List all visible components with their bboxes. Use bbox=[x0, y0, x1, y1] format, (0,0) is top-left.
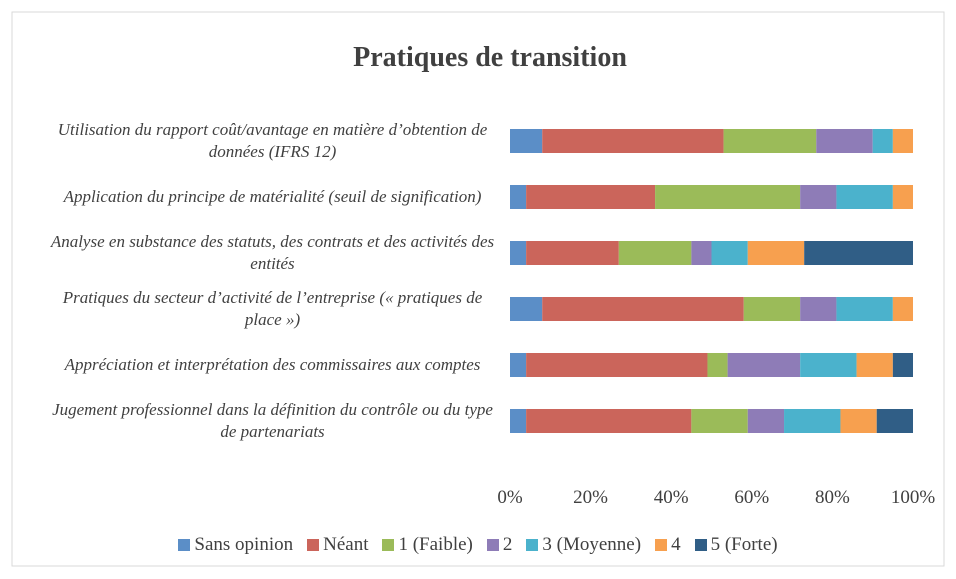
chart-title: Pratiques de transition bbox=[353, 42, 627, 73]
bar-segment bbox=[510, 353, 527, 377]
bar-segment bbox=[747, 409, 785, 433]
legend-item: 5 (Forte) bbox=[694, 534, 778, 556]
legend-swatch bbox=[526, 539, 539, 551]
bar-segment bbox=[510, 297, 543, 321]
y-tick-label: Application du principe de matérialité (… bbox=[63, 187, 482, 206]
bar-segment bbox=[872, 129, 893, 153]
bar-segment bbox=[510, 185, 527, 209]
bar-segment bbox=[510, 129, 543, 153]
bar-segment bbox=[800, 297, 837, 321]
bar-segment bbox=[836, 297, 893, 321]
bar-segment bbox=[707, 353, 728, 377]
legend-label: 3 (Moyenne) bbox=[542, 534, 642, 555]
chart-border bbox=[11, 11, 945, 567]
bar-segment bbox=[526, 185, 656, 209]
bar-segment bbox=[542, 297, 744, 321]
x-tick-label: 20% bbox=[573, 487, 609, 508]
x-tick-label: 80% bbox=[814, 487, 850, 508]
legend-swatch bbox=[307, 539, 320, 551]
legend-item: 4 bbox=[655, 534, 681, 556]
legend-swatch bbox=[655, 539, 668, 551]
bar-segment bbox=[691, 241, 712, 265]
y-tick-label: Appréciation et interprétation des commi… bbox=[64, 355, 481, 374]
bar-segment bbox=[618, 241, 692, 265]
bar-segment bbox=[892, 297, 913, 321]
y-tick-label: Utilisation du rapport coût/avantage en … bbox=[57, 120, 488, 161]
y-tick-label: Analyse en substance des statuts, des co… bbox=[50, 232, 495, 273]
y-tick-label: Jugement professionnel dans la définitio… bbox=[52, 400, 493, 441]
bar-segment bbox=[892, 185, 913, 209]
legend-label: Néant bbox=[323, 534, 369, 555]
legend-item: 3 (Moyenne) bbox=[526, 534, 641, 556]
legend-label: 1 (Faible) bbox=[398, 534, 473, 555]
legend: Sans opinion Néant 1 (Faible) 2 3 (Moyenne) 4… bbox=[0, 534, 956, 556]
legend-item: Sans opinion bbox=[178, 534, 293, 556]
bar-segment bbox=[542, 129, 724, 153]
legend-swatch bbox=[486, 539, 499, 551]
legend-swatch bbox=[382, 539, 395, 551]
bar-segment bbox=[816, 129, 873, 153]
legend-label: 2 bbox=[502, 534, 513, 555]
x-tick-label: 0% bbox=[497, 487, 523, 508]
bar-segment bbox=[892, 353, 913, 377]
bar-segment bbox=[800, 185, 837, 209]
legend-item: 1 (Faible) bbox=[382, 534, 473, 556]
bar-segment bbox=[840, 409, 877, 433]
bar-segment bbox=[747, 241, 805, 265]
bar-segment bbox=[723, 129, 817, 153]
x-tick-label: 40% bbox=[653, 487, 689, 508]
legend-label: Sans opinion bbox=[194, 534, 294, 555]
legend-swatch bbox=[694, 539, 707, 551]
bar-segment bbox=[876, 409, 913, 433]
bar-segment bbox=[727, 353, 801, 377]
legend-item: Néant bbox=[307, 534, 368, 556]
bar-segment bbox=[510, 409, 527, 433]
legend-swatch bbox=[178, 539, 191, 551]
bar-segment bbox=[836, 185, 893, 209]
bar-segment bbox=[691, 409, 748, 433]
bar-segment bbox=[804, 241, 913, 265]
bar-segment bbox=[655, 185, 801, 209]
bar-segment bbox=[743, 297, 801, 321]
bar-segment bbox=[892, 129, 913, 153]
bar-segment bbox=[784, 409, 841, 433]
x-tick-label: 100% bbox=[890, 487, 936, 508]
legend-label: 5 (Forte) bbox=[710, 534, 778, 555]
y-tick-label: Pratiques du secteur d’activité de l’ent… bbox=[62, 288, 483, 329]
bar-segment bbox=[526, 409, 692, 433]
x-tick-label: 60% bbox=[734, 487, 770, 508]
legend-item: 2 bbox=[486, 534, 513, 556]
legend-label: 4 bbox=[671, 534, 681, 555]
bar-segment bbox=[800, 353, 857, 377]
bar-segment bbox=[526, 353, 708, 377]
bar-segment bbox=[711, 241, 748, 265]
bar-segment bbox=[526, 241, 619, 265]
bar-segment bbox=[510, 241, 527, 265]
bar-segment bbox=[856, 353, 893, 377]
